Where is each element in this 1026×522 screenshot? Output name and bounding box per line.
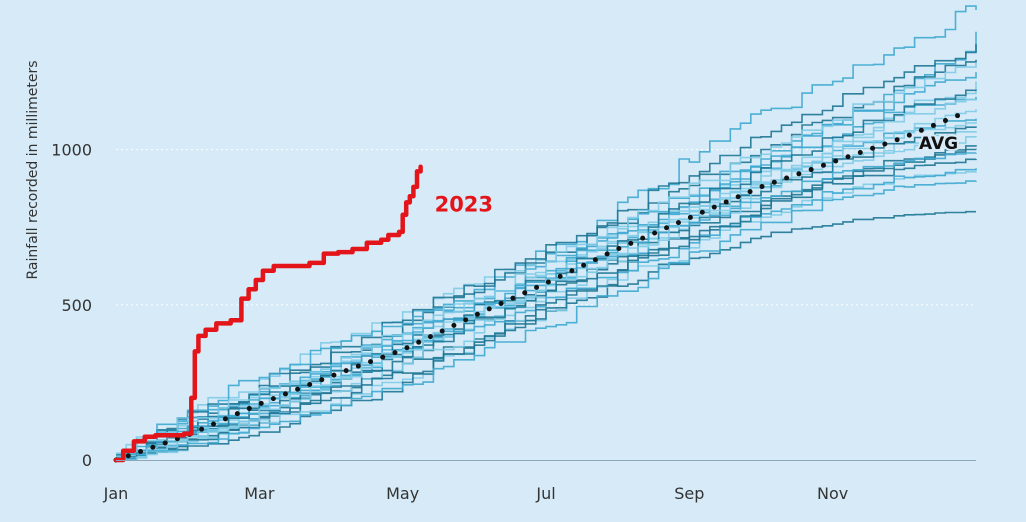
axis-layer: Rainfall recorded in millimeters 0 500 100… [25, 61, 976, 503]
series-2023-layer [113, 164, 423, 463]
x-tick-label: Nov [817, 484, 848, 503]
historical-series-line [116, 44, 977, 461]
series-2023-line [113, 164, 423, 463]
y-tick-label: 1000 [51, 141, 92, 160]
x-tick-label: Mar [244, 484, 275, 503]
x-tick-label: Sep [674, 484, 704, 503]
y-tick-label: 500 [61, 296, 92, 315]
historical-series-layer [116, 5, 977, 461]
y-tick-label: 0 [82, 451, 92, 470]
historical-series-line [116, 180, 977, 461]
historical-series-line [116, 126, 977, 461]
x-tick-label: Jul [535, 484, 555, 503]
avg-series-line [113, 111, 965, 463]
x-tick-label: May [386, 484, 419, 503]
series-2023-label: 2023 [435, 193, 493, 217]
y-axis-title: Rainfall recorded in millimeters [25, 61, 41, 280]
avg-label: AVG [919, 134, 958, 154]
x-tick-label: Jan [103, 484, 129, 503]
avg-series-layer [113, 111, 965, 463]
historical-series-line [116, 31, 977, 455]
label-layer: 2023 AVG [435, 132, 961, 217]
historical-series-line [116, 98, 977, 461]
historical-series-line [116, 62, 977, 458]
